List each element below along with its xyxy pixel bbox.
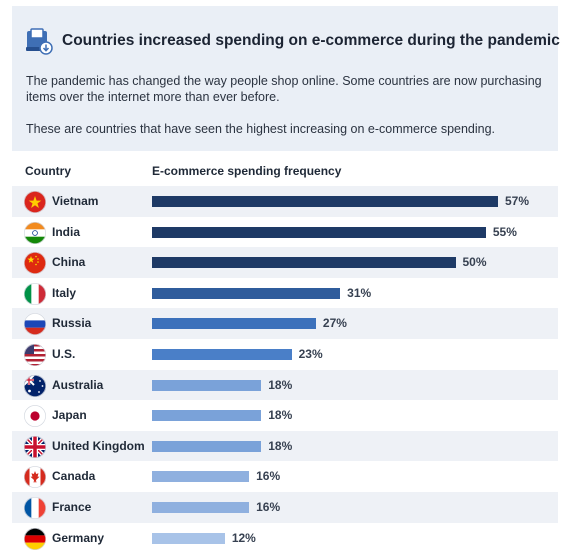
bar: [152, 502, 250, 513]
bar: [152, 257, 456, 269]
column-header-frequency: E-commerce spending frequency: [152, 164, 342, 178]
value-label: 18%: [268, 438, 293, 453]
value-label: 55%: [492, 224, 517, 239]
country-label: Japan: [52, 408, 87, 423]
italy-flag-icon: [24, 282, 46, 305]
chart-title: Countries increased spending on e-commer…: [62, 32, 560, 49]
uk-flag-icon: [24, 435, 46, 458]
country-label: India: [52, 224, 81, 239]
country-label: U.S.: [52, 347, 76, 361]
chart-row: Vietnam 57%: [12, 186, 558, 217]
description-paragraph-2: These are countries that have seen the h…: [26, 122, 496, 136]
russia-flag-icon: [24, 313, 46, 336]
country-label: Vietnam: [52, 194, 99, 208]
us-flag-icon: [24, 344, 46, 366]
country-label: China: [52, 255, 86, 270]
australia-flag-icon: [24, 374, 46, 397]
japan-flag-icon: [24, 405, 46, 428]
country-label: Italy: [52, 285, 77, 300]
france-flag-icon: [24, 497, 46, 519]
bar: [152, 410, 262, 422]
country-label: France: [52, 500, 92, 514]
bar: [152, 287, 341, 299]
chart-row: Germany 12%: [12, 523, 558, 554]
india-flag-icon: [24, 221, 46, 244]
chart-row: Russia 27%: [12, 308, 558, 339]
value-label: 16%: [256, 469, 281, 484]
chart-row: India 55%: [12, 217, 558, 248]
germany-flag-icon: [24, 527, 46, 550]
shopping-cart-icon: [26, 28, 53, 55]
chart-row: France 16%: [12, 492, 558, 523]
value-label: 12%: [231, 530, 256, 545]
chart-row: United Kingdom 18%: [12, 430, 558, 462]
description-paragraph-1: The pandemic has changed the way people …: [26, 74, 542, 104]
bar: [152, 532, 225, 544]
bar: [152, 471, 250, 483]
country-label: United Kingdom: [52, 438, 145, 453]
chart-row: Australia 18%: [12, 369, 558, 401]
bar: [152, 349, 292, 360]
chart-row: Japan 18%: [12, 400, 558, 431]
value-label: 27%: [322, 316, 347, 331]
value-label: 57%: [505, 194, 530, 208]
country-label: Germany: [52, 530, 105, 545]
bar: [152, 318, 316, 330]
header-panel: Countries increased spending on e-commer…: [12, 6, 560, 151]
chart-row: Canada 16%: [12, 461, 558, 492]
bar: [152, 196, 498, 207]
chart-row: U.S. 23%: [12, 339, 558, 370]
value-label: 18%: [268, 408, 293, 423]
bar: [152, 226, 486, 238]
china-flag-icon: [24, 252, 46, 275]
canada-flag-icon: [24, 466, 46, 489]
country-label: Russia: [52, 316, 92, 331]
chart-row: China 50%: [12, 247, 558, 278]
country-label: Canada: [52, 469, 96, 484]
column-header-country: Country: [25, 164, 71, 178]
vietnam-flag-icon: [24, 191, 46, 213]
value-label: 18%: [268, 377, 293, 392]
bar: [152, 440, 262, 452]
value-label: 50%: [462, 255, 487, 270]
value-label: 23%: [298, 347, 323, 361]
value-label: 31%: [347, 285, 372, 300]
country-label: Australia: [52, 377, 104, 392]
chart-row: Italy 31%: [12, 278, 558, 309]
bar: [152, 379, 262, 391]
value-label: 16%: [256, 500, 281, 514]
